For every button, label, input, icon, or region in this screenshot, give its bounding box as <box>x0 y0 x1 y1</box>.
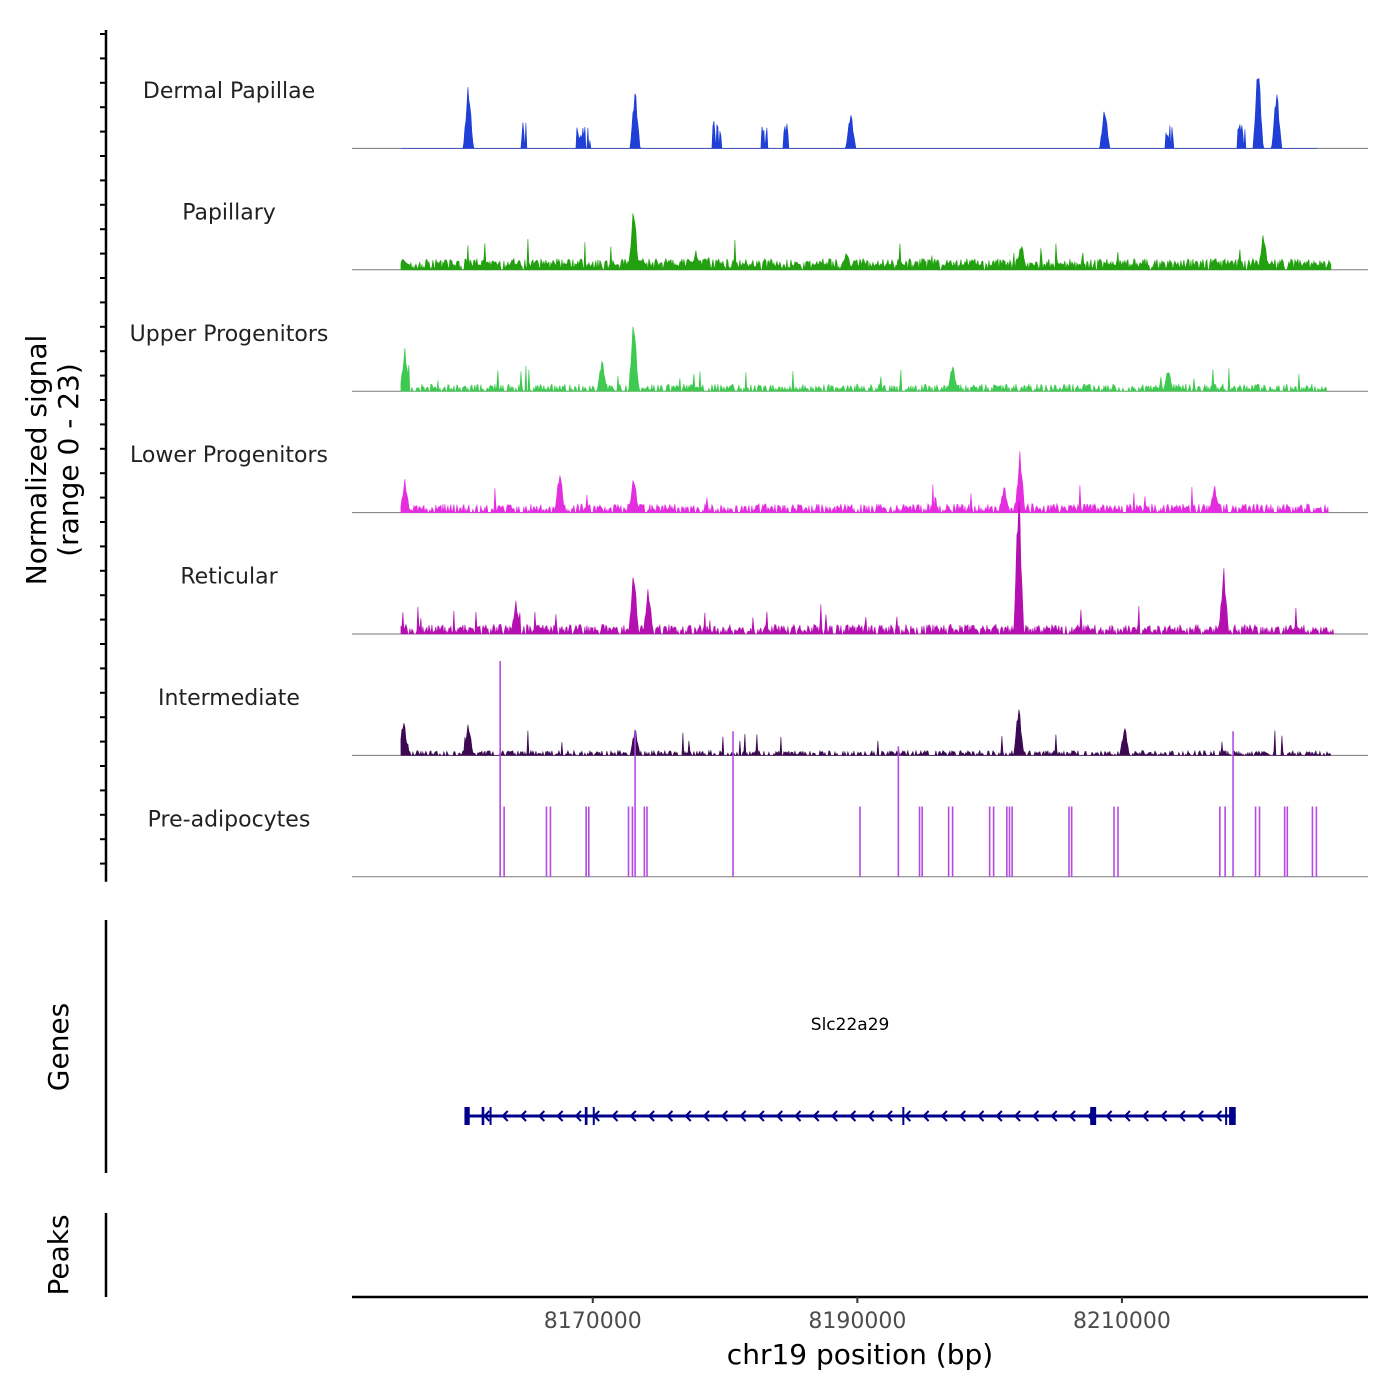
x-tick-label: 8210000 <box>1073 1309 1171 1334</box>
track-label: Reticular <box>180 565 278 590</box>
track-upper-progenitors: Upper Progenitors <box>130 322 1368 393</box>
genes-panel: Genes Slc22a29 <box>42 920 1236 1173</box>
x-tick-label: 8190000 <box>808 1309 906 1334</box>
strand-arrow <box>666 1110 674 1122</box>
gene-exon <box>481 1107 485 1125</box>
peaks-y-axis-label: Peaks <box>42 1214 75 1295</box>
strand-arrow <box>903 1110 912 1122</box>
strand-arrow <box>611 1110 619 1122</box>
track-papillary: Papillary <box>182 200 1368 271</box>
gene-exon <box>902 1107 905 1125</box>
strand-arrow <box>1123 1110 1131 1122</box>
strand-arrow <box>885 1110 893 1122</box>
coverage-area <box>400 500 1334 636</box>
strand-arrow <box>501 1110 509 1122</box>
strand-arrow <box>720 1110 729 1122</box>
coverage-area <box>400 709 1332 757</box>
strand-arrow <box>1050 1110 1058 1122</box>
strand-arrow <box>775 1110 783 1122</box>
coverage-area <box>400 77 1318 149</box>
strand-arrow <box>647 1110 655 1122</box>
strand-arrow <box>1196 1110 1204 1122</box>
strand-arrow <box>1141 1110 1149 1122</box>
gene-exon <box>592 1107 595 1125</box>
coverage-panel: Normalized signal(range 0 - 23) Dermal Pa… <box>20 30 1368 882</box>
strand-arrow <box>958 1110 966 1122</box>
track-dermal-papillae: Dermal Papillae <box>143 77 1368 149</box>
strand-arrow <box>995 1110 1003 1122</box>
strand-arrow <box>684 1110 692 1122</box>
track-pre-adipocytes: Pre-adipocytes <box>148 661 1368 878</box>
strand-arrow <box>977 1110 985 1122</box>
strand-arrow <box>849 1110 857 1122</box>
track-label: Intermediate <box>158 686 300 711</box>
genes-y-axis-label: Genes <box>42 1003 75 1091</box>
strand-arrow <box>556 1110 564 1122</box>
track-label: Dermal Papillae <box>143 79 315 104</box>
gene-exon <box>1090 1107 1097 1125</box>
x-axis: 8170000 8190000 8210000 chr19 position (bp) <box>352 1295 1368 1371</box>
strand-arrow <box>794 1110 802 1122</box>
strand-arrow <box>812 1110 820 1122</box>
coverage-area <box>400 451 1329 514</box>
strand-arrow <box>739 1110 747 1122</box>
track-label: Lower Progenitors <box>130 443 328 468</box>
strand-arrow <box>757 1110 765 1122</box>
strand-arrow <box>867 1110 875 1122</box>
coverage-area <box>400 326 1328 393</box>
x-tick-label: 8170000 <box>544 1309 642 1334</box>
strand-arrow <box>1032 1110 1040 1122</box>
x-axis-label: chr19 position (bp) <box>727 1338 993 1371</box>
strand-arrow <box>483 1110 491 1122</box>
strand-arrow <box>537 1110 546 1122</box>
strand-arrow <box>922 1110 930 1122</box>
gene-exon <box>489 1107 492 1125</box>
strand-arrow <box>830 1110 838 1122</box>
coverage-area <box>400 213 1332 271</box>
track-intermediate: Intermediate <box>158 686 1368 757</box>
strand-arrow <box>629 1110 637 1122</box>
gene-exon <box>1225 1107 1228 1125</box>
strand-arrow <box>1013 1110 1021 1122</box>
strand-arrow <box>1105 1110 1113 1122</box>
gene-slc22a29: Slc22a29 <box>464 1015 1236 1125</box>
strand-arrow <box>1215 1110 1223 1122</box>
strand-arrow <box>574 1110 582 1122</box>
strand-arrow <box>1068 1110 1076 1122</box>
strand-arrow <box>940 1110 948 1122</box>
coverage-y-axis-label: Normalized signal(range 0 - 23) <box>20 335 85 586</box>
peaks-panel: Peaks <box>42 1213 108 1297</box>
track-label: Pre-adipocytes <box>148 807 311 832</box>
strand-arrow <box>1160 1110 1168 1122</box>
track-label: Papillary <box>182 200 276 225</box>
strand-arrow <box>519 1110 527 1122</box>
gene-exon <box>584 1107 588 1125</box>
gene-exon <box>1229 1107 1236 1125</box>
track-label: Upper Progenitors <box>130 322 329 347</box>
track-reticular: Reticular <box>180 500 1368 636</box>
strand-arrow <box>1178 1110 1186 1122</box>
strand-arrow <box>702 1110 710 1122</box>
gene-label: Slc22a29 <box>811 1015 890 1035</box>
gene-exon <box>464 1107 470 1125</box>
track-lower-progenitors: Lower Progenitors <box>130 443 1368 514</box>
